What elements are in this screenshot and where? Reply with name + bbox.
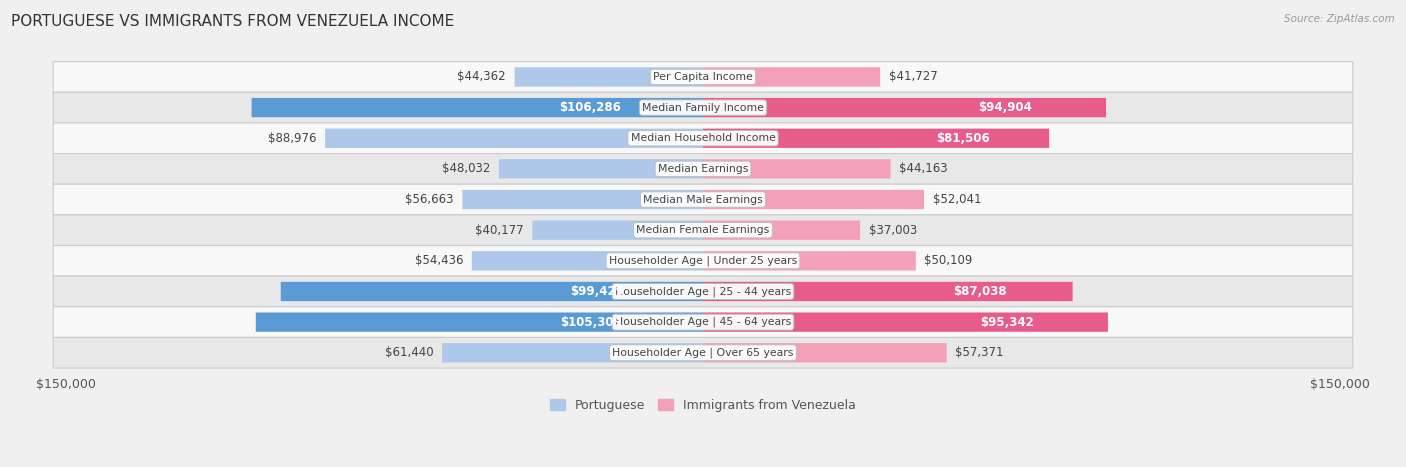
FancyBboxPatch shape: [703, 343, 946, 362]
Text: PORTUGUESE VS IMMIGRANTS FROM VENEZUELA INCOME: PORTUGUESE VS IMMIGRANTS FROM VENEZUELA …: [11, 14, 454, 29]
Text: Householder Age | Under 25 years: Householder Age | Under 25 years: [609, 255, 797, 266]
Text: Median Family Income: Median Family Income: [643, 103, 763, 113]
Text: $44,163: $44,163: [898, 163, 948, 176]
Text: Median Male Earnings: Median Male Earnings: [643, 195, 763, 205]
Text: $52,041: $52,041: [932, 193, 981, 206]
FancyBboxPatch shape: [53, 123, 1353, 154]
Text: $50,109: $50,109: [924, 255, 973, 267]
Text: $99,429: $99,429: [571, 285, 624, 298]
FancyBboxPatch shape: [703, 190, 924, 209]
FancyBboxPatch shape: [499, 159, 703, 178]
Text: $94,904: $94,904: [979, 101, 1032, 114]
Text: $57,371: $57,371: [955, 346, 1004, 359]
Text: $106,286: $106,286: [560, 101, 621, 114]
Text: $95,342: $95,342: [980, 316, 1033, 329]
FancyBboxPatch shape: [703, 220, 860, 240]
Text: $44,362: $44,362: [457, 71, 506, 84]
Text: Per Capita Income: Per Capita Income: [652, 72, 754, 82]
Text: Source: ZipAtlas.com: Source: ZipAtlas.com: [1284, 14, 1395, 24]
Text: $41,727: $41,727: [889, 71, 938, 84]
FancyBboxPatch shape: [252, 98, 703, 117]
Text: $56,663: $56,663: [405, 193, 454, 206]
FancyBboxPatch shape: [256, 312, 703, 332]
Text: $48,032: $48,032: [441, 163, 491, 176]
FancyBboxPatch shape: [53, 62, 1353, 92]
FancyBboxPatch shape: [53, 154, 1353, 184]
Text: $88,976: $88,976: [269, 132, 316, 145]
FancyBboxPatch shape: [53, 184, 1353, 215]
FancyBboxPatch shape: [53, 307, 1353, 338]
FancyBboxPatch shape: [703, 282, 1073, 301]
FancyBboxPatch shape: [703, 312, 1108, 332]
FancyBboxPatch shape: [53, 215, 1353, 246]
FancyBboxPatch shape: [463, 190, 703, 209]
FancyBboxPatch shape: [325, 128, 703, 148]
FancyBboxPatch shape: [281, 282, 703, 301]
FancyBboxPatch shape: [703, 159, 890, 178]
FancyBboxPatch shape: [472, 251, 703, 270]
Text: $40,177: $40,177: [475, 224, 524, 237]
Text: Householder Age | Over 65 years: Householder Age | Over 65 years: [612, 347, 794, 358]
Text: $81,506: $81,506: [936, 132, 990, 145]
FancyBboxPatch shape: [53, 246, 1353, 276]
Text: Median Household Income: Median Household Income: [630, 133, 776, 143]
FancyBboxPatch shape: [703, 98, 1107, 117]
Text: $87,038: $87,038: [953, 285, 1007, 298]
Text: Householder Age | 25 - 44 years: Householder Age | 25 - 44 years: [614, 286, 792, 297]
FancyBboxPatch shape: [703, 128, 1049, 148]
Legend: Portuguese, Immigrants from Venezuela: Portuguese, Immigrants from Venezuela: [546, 394, 860, 417]
Text: $37,003: $37,003: [869, 224, 917, 237]
Text: $54,436: $54,436: [415, 255, 464, 267]
Text: $61,440: $61,440: [385, 346, 433, 359]
Text: Median Earnings: Median Earnings: [658, 164, 748, 174]
FancyBboxPatch shape: [53, 276, 1353, 307]
Text: $105,309: $105,309: [561, 316, 621, 329]
FancyBboxPatch shape: [533, 220, 703, 240]
FancyBboxPatch shape: [441, 343, 703, 362]
Text: Householder Age | 45 - 64 years: Householder Age | 45 - 64 years: [614, 317, 792, 327]
FancyBboxPatch shape: [703, 251, 915, 270]
FancyBboxPatch shape: [515, 67, 703, 86]
FancyBboxPatch shape: [53, 92, 1353, 123]
FancyBboxPatch shape: [703, 67, 880, 86]
FancyBboxPatch shape: [53, 338, 1353, 368]
Text: Median Female Earnings: Median Female Earnings: [637, 225, 769, 235]
